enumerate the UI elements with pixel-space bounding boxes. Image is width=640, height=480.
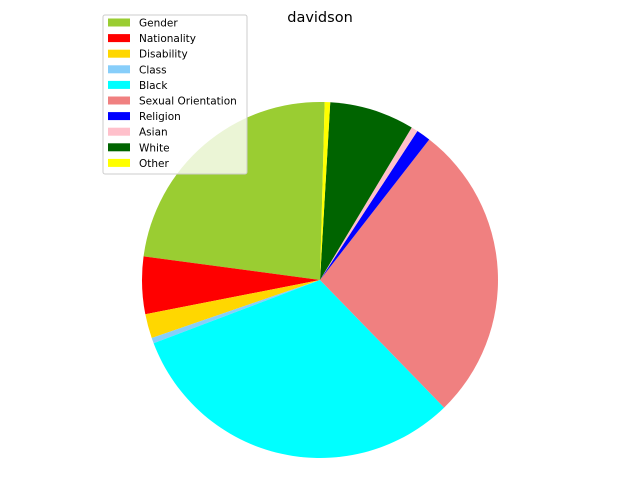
pie-slice-black bbox=[153, 280, 445, 459]
pie-slice-nationality bbox=[141, 256, 320, 315]
legend-frame bbox=[102, 14, 248, 175]
legend-label: Gender bbox=[139, 18, 178, 30]
pie-slice-gender bbox=[143, 101, 325, 280]
legend-swatch bbox=[108, 96, 130, 105]
legend-label: Black bbox=[139, 80, 168, 92]
pie-slices bbox=[141, 101, 498, 459]
pie-slice-class bbox=[151, 280, 320, 344]
legend-swatch bbox=[108, 18, 130, 27]
pie-slice-sexual-orientation bbox=[320, 139, 498, 408]
legend-swatch bbox=[108, 158, 130, 167]
legend-swatch bbox=[108, 80, 130, 89]
legend: Gender Nationality Disability Class Black Sex… bbox=[102, 14, 248, 175]
chart-title: davidson bbox=[287, 10, 353, 26]
legend-swatch bbox=[108, 34, 130, 43]
pie-slice-asian bbox=[320, 127, 418, 281]
legend-label: Religion bbox=[139, 111, 181, 123]
legend-swatch bbox=[108, 65, 130, 74]
legend-swatch bbox=[108, 127, 130, 136]
legend-swatch bbox=[108, 143, 130, 152]
pie-slice-disability bbox=[145, 280, 320, 339]
legend-label: Class bbox=[139, 64, 167, 76]
legend-swatch bbox=[108, 112, 130, 121]
legend-label: Disability bbox=[139, 49, 188, 61]
pie-slice-religion bbox=[320, 131, 430, 280]
pie-slice-other bbox=[320, 102, 331, 280]
legend-label: Asian bbox=[139, 127, 168, 139]
legend-swatch bbox=[108, 49, 130, 58]
legend-label: Sexual Orientation bbox=[139, 96, 237, 108]
legend-label: Nationality bbox=[139, 33, 196, 45]
legend-label: Other bbox=[139, 158, 169, 170]
legend-label: White bbox=[139, 142, 170, 154]
pie-slice-white bbox=[320, 102, 412, 280]
